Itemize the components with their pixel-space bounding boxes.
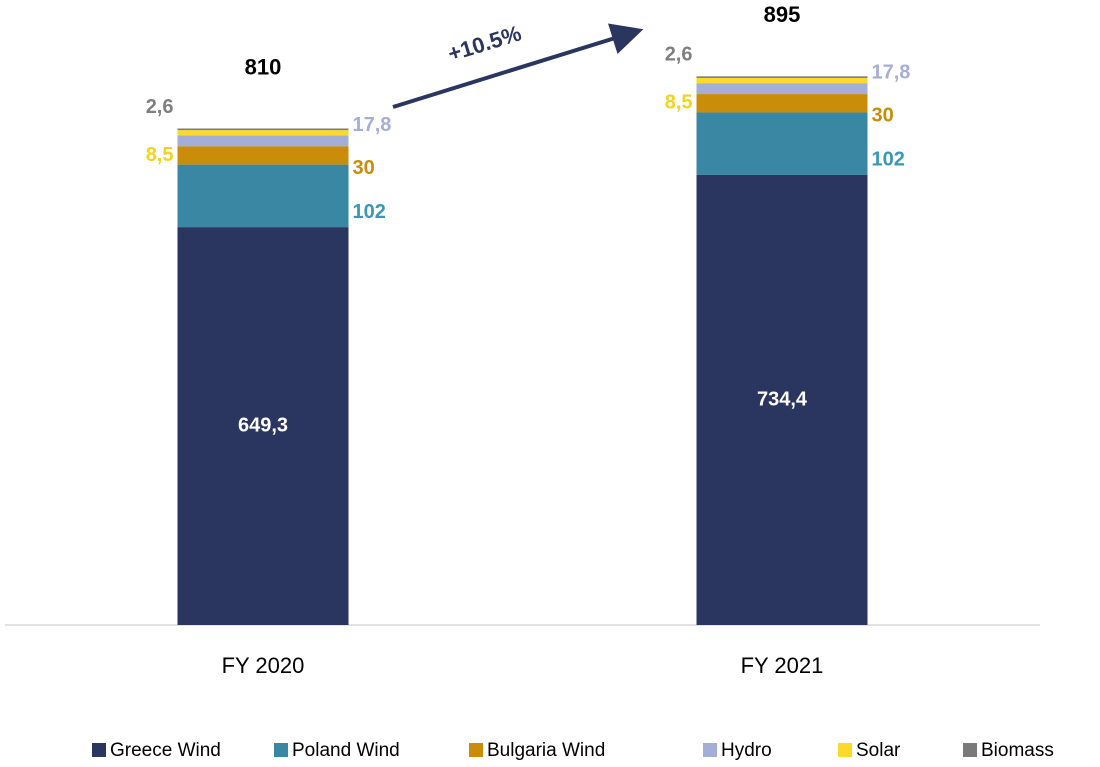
bar-segment <box>177 227 349 626</box>
growth-annotation: +10.5% <box>445 20 524 66</box>
value-label: 8,5 <box>665 92 693 114</box>
bar-segment <box>177 128 349 131</box>
value-label: 17,8 <box>872 62 911 84</box>
x-tick-label: FY 2021 <box>741 653 824 678</box>
bar-segment <box>177 130 349 136</box>
bar-segment <box>696 83 868 95</box>
legend-swatch <box>92 743 106 757</box>
bar-segment <box>177 135 349 147</box>
growth-arrow <box>392 23 644 109</box>
value-label: 8,5 <box>146 144 174 166</box>
bar-segment <box>696 112 868 175</box>
bar-segment <box>696 94 868 113</box>
legend-label: Biomass <box>981 740 1054 761</box>
bar-segment <box>696 76 868 78</box>
legend-label: Poland Wind <box>292 740 400 761</box>
x-tick-label: FY 2020 <box>222 653 305 678</box>
legend-label: Hydro <box>721 740 772 761</box>
bar-segment <box>696 174 868 625</box>
value-label: 102 <box>872 149 905 171</box>
legend-swatch <box>838 743 852 757</box>
legend-swatch <box>963 743 977 757</box>
legend-label: Greece Wind <box>110 740 221 761</box>
bar-segment <box>696 77 868 84</box>
value-label: 30 <box>353 157 375 179</box>
value-label: 649,3 <box>238 414 288 436</box>
legend-swatch <box>274 743 288 757</box>
value-label: 2,6 <box>146 96 174 118</box>
value-label: 102 <box>353 201 386 223</box>
value-label: 17,8 <box>353 114 392 136</box>
value-label: 734,4 <box>757 388 808 410</box>
legend-label: Solar <box>856 740 901 761</box>
bar-segment <box>177 146 349 165</box>
bar-segment <box>177 164 349 228</box>
value-label: 2,6 <box>665 44 693 66</box>
total-label: 810 <box>245 54 282 79</box>
legend-label: Bulgaria Wind <box>487 740 605 761</box>
total-label: 895 <box>764 2 801 27</box>
legend-swatch <box>469 743 483 757</box>
value-label: 30 <box>872 105 894 127</box>
legend-swatch <box>703 743 717 757</box>
